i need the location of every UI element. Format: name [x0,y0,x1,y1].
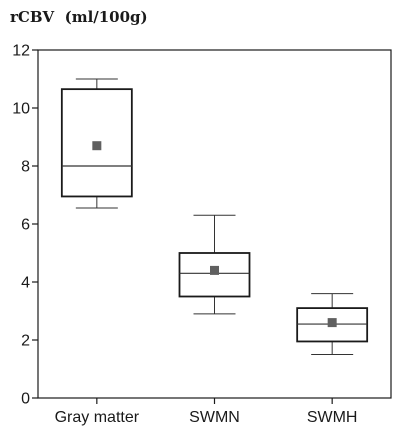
y-tick-label: 6 [21,217,30,234]
box-swmh [296,293,369,355]
box-series [60,78,369,355]
y-tick-label: 10 [12,101,30,118]
x-tick-label: SWMN [189,409,240,426]
y-tick-label: 0 [21,391,30,408]
mean-marker [210,265,219,275]
y-tick-label: 8 [21,159,30,176]
box-swmn [178,214,251,315]
y-tick-label: 12 [12,43,30,60]
x-tick-label: Gray matter [55,409,140,426]
x-axis: Gray matter SWMN SWMH [55,398,358,426]
y-tick-label: 4 [21,275,30,292]
y-axis: 0 2 4 6 8 10 12 [12,43,38,408]
mean-marker [327,318,337,328]
box-gray-matter [60,78,133,209]
mean-marker [92,141,102,151]
y-tick-label: 2 [21,333,30,350]
y-axis-title: rCBV (ml/100g) [10,8,148,26]
x-tick-label: SWMH [307,409,358,426]
